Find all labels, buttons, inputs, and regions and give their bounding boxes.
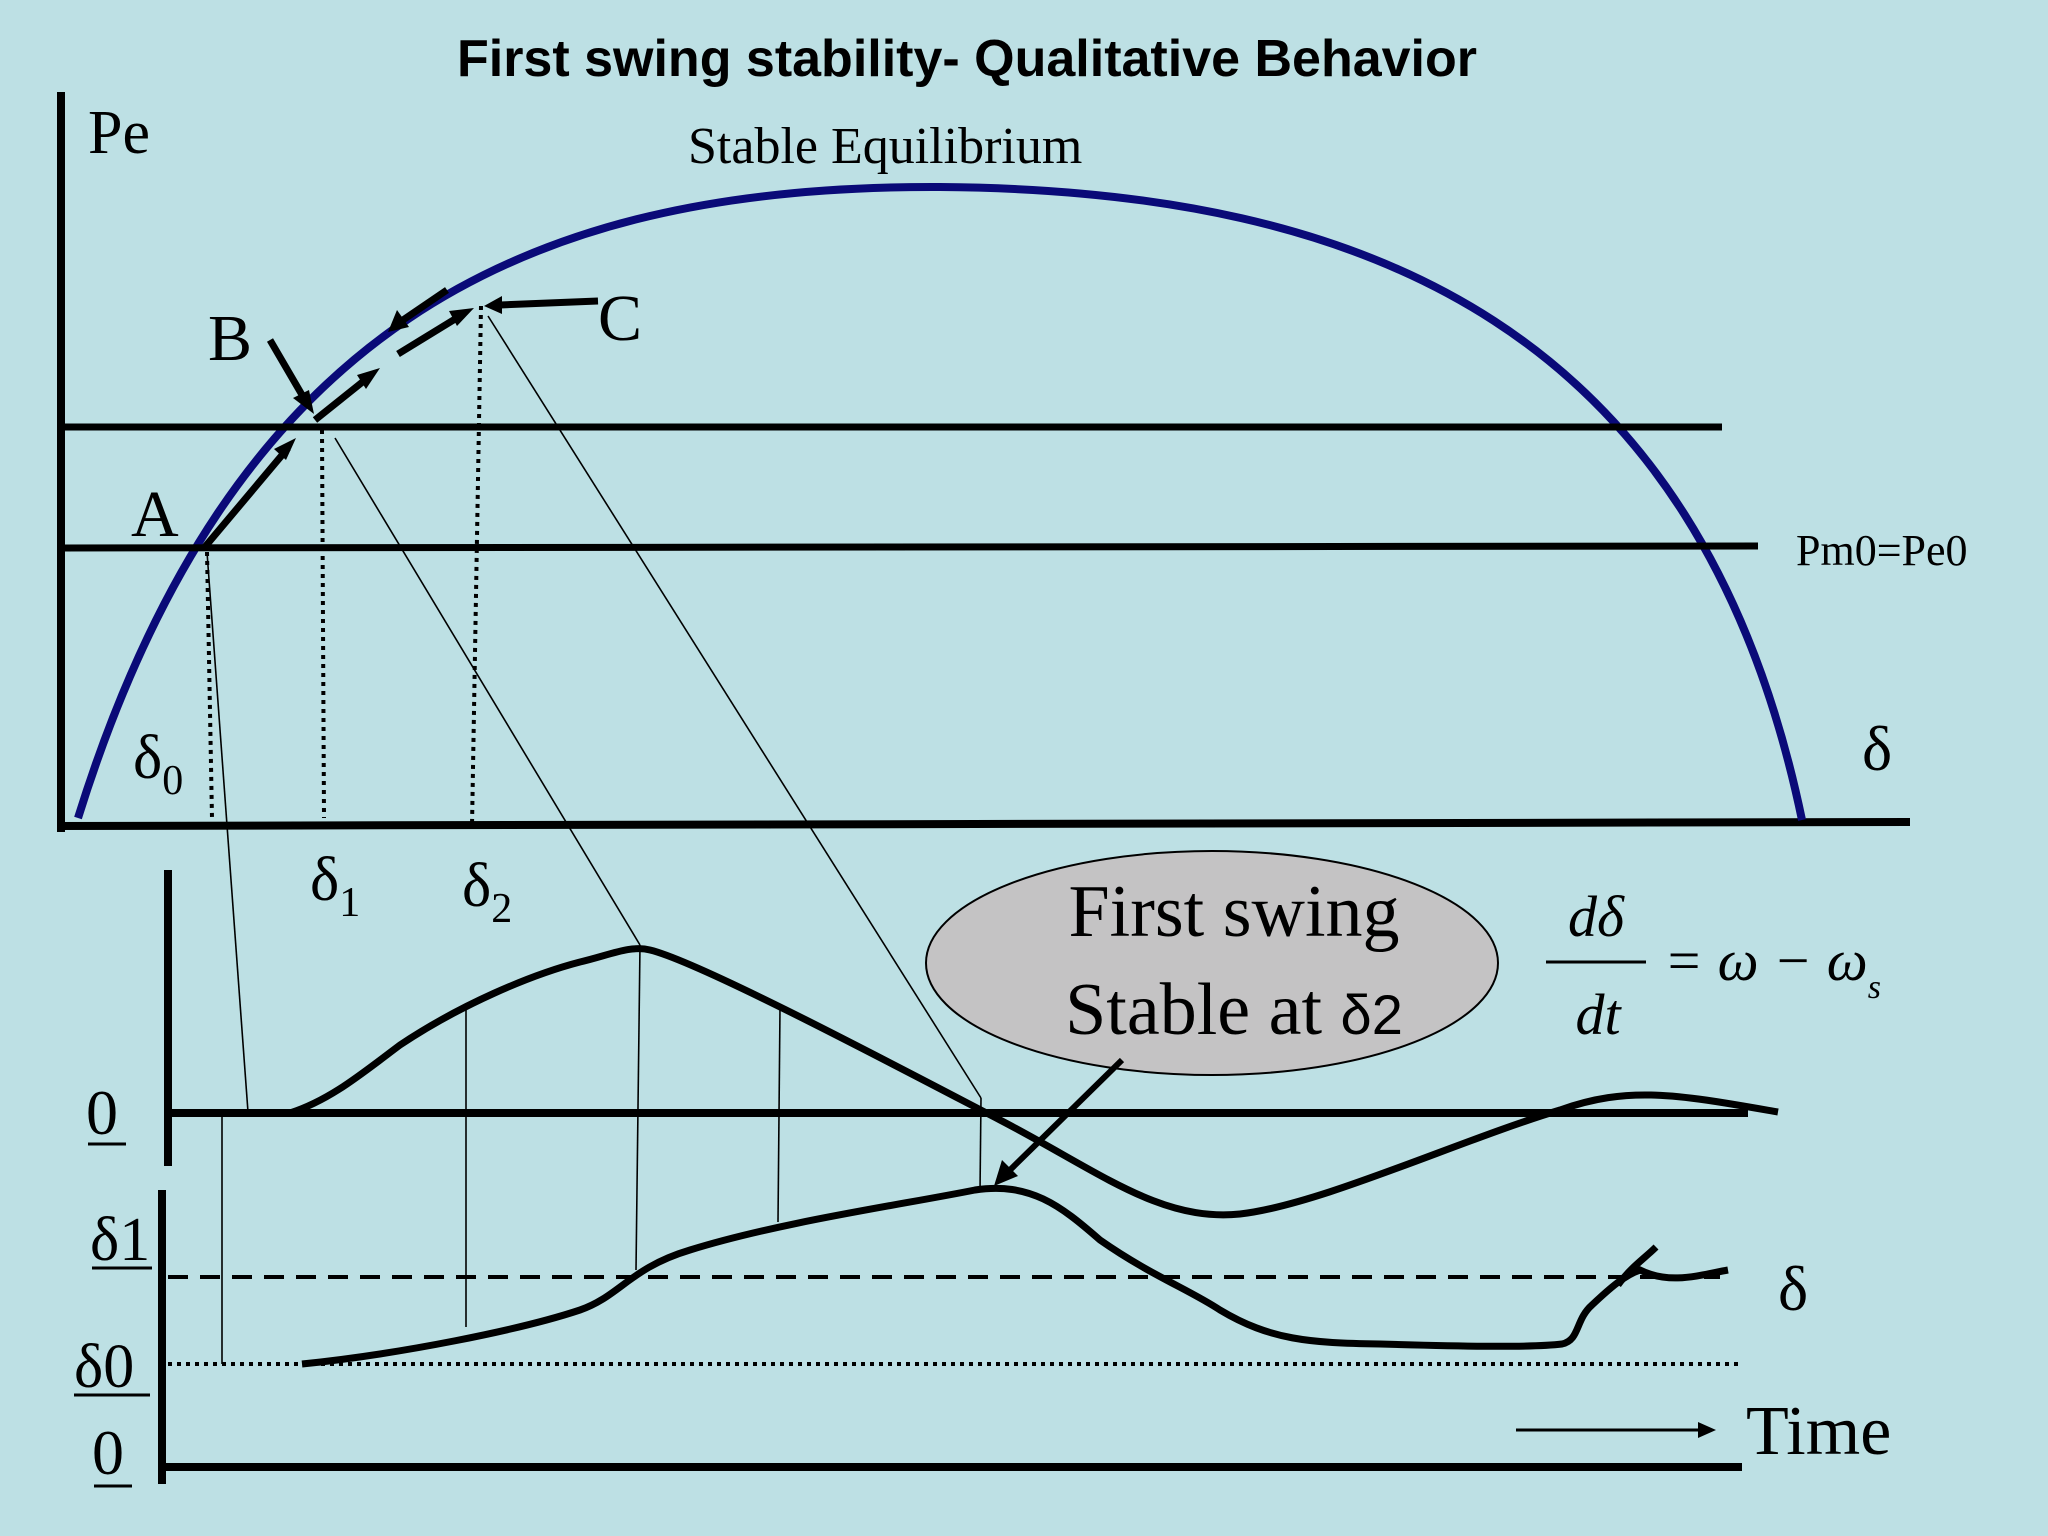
point-c-pointer	[499, 297, 599, 309]
speed-zero-label: 0	[86, 1077, 118, 1148]
swing-equation: dδ dt = ω − ωs	[1546, 884, 1881, 1047]
speed-deviation-curve	[288, 945, 1779, 1219]
time-axis-label: Time	[1746, 1393, 1891, 1470]
callout-bubble	[925, 850, 1499, 1076]
delta1-dropline	[320, 429, 326, 819]
time-arrow-icon	[1698, 1422, 1716, 1438]
callout-arrowhead-icon	[994, 1160, 1018, 1186]
swing-path-a-to-b	[201, 445, 291, 551]
point-b-pointer	[266, 338, 309, 402]
initial-power-line	[62, 542, 1759, 552]
swing-back-arrow-shaft	[398, 287, 449, 325]
arrowhead-icon	[388, 310, 409, 332]
delta2-dropline	[470, 305, 483, 827]
diagram-title: First swing stability- Qualitative Behav…	[457, 30, 1477, 88]
rotor-angle-curve	[301, 1184, 1729, 1368]
equation-denominator: dt	[1575, 982, 1622, 1047]
initial-power-label: Pm0=Pe0	[1796, 526, 1968, 575]
time-marker-line	[979, 1097, 982, 1193]
rotor-angle-curve-kink	[1615, 1244, 1659, 1288]
callout-line1: First swing	[1068, 871, 1399, 953]
swing-path-to-c	[396, 313, 462, 357]
pe-axis-label: Pe	[88, 99, 150, 167]
speed-deviation-plot: 0	[86, 870, 1779, 1219]
delta1-level-label: δ1	[90, 1206, 150, 1274]
curve-label: Stable Equilibrium	[688, 118, 1082, 175]
power-angle-curve	[74, 182, 1806, 821]
projection-line	[206, 551, 249, 1113]
time-marker-line	[635, 944, 641, 1271]
point-c-label: C	[598, 282, 642, 355]
projection-line	[487, 315, 982, 1099]
arrowhead-icon	[484, 296, 502, 314]
equation-rhs: = ω − ωs	[1664, 928, 1881, 1006]
power-angle-plot: Pe Stable Equilibrium A B C Pm0=Pe0 δ δ0…	[56, 92, 1968, 932]
projection-line	[334, 437, 641, 946]
point-b-label: B	[208, 302, 252, 375]
callout-pointer	[1007, 1057, 1125, 1173]
delta-axis	[56, 818, 1911, 830]
projection-lines	[206, 315, 982, 1113]
arrowhead-icon	[357, 368, 380, 389]
time-marker-line	[777, 1007, 781, 1223]
callout-line2: Stable at δ2	[1065, 969, 1403, 1051]
first-swing-callout: First swing Stable at δ2	[925, 850, 1499, 1186]
swing-path-b-to-c	[312, 373, 373, 423]
delta0-level-label: δ0	[74, 1333, 134, 1401]
equation-numerator: dδ	[1568, 884, 1625, 949]
delta2-label: δ2	[462, 852, 512, 932]
angle-zero-label: 0	[92, 1417, 124, 1488]
arrowhead-icon	[274, 438, 296, 460]
arrowhead-icon	[449, 308, 474, 326]
delta0-label: δ0	[133, 724, 183, 804]
delta-axis-label: δ	[1862, 713, 1892, 784]
rotor-angle-plot: δ1 δ0 0 δ Time	[74, 944, 1891, 1488]
arrowhead-icon	[293, 390, 314, 414]
delta1-label: δ1	[310, 846, 360, 926]
rotor-angle-curve-label: δ	[1778, 1253, 1808, 1324]
point-a-label: A	[131, 478, 179, 551]
